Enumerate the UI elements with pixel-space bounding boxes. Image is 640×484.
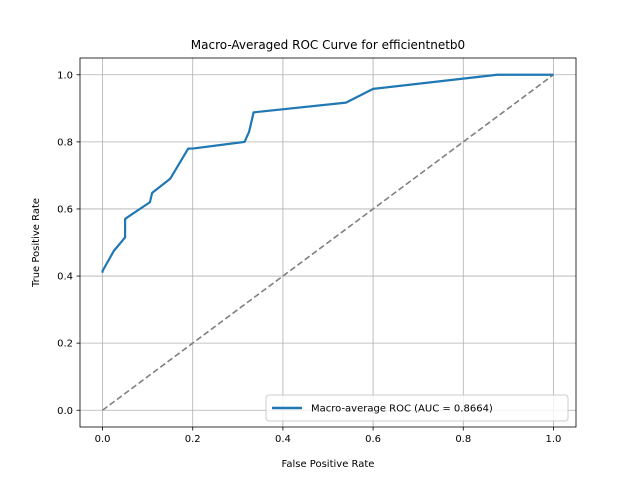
x-tick-label: 1.0 [546,434,562,445]
y-axis-label: True Positive Rate [31,198,42,288]
plot-frame [79,57,577,428]
y-tick-label: 0.0 [57,406,73,417]
chance-diagonal-line [102,74,554,411]
y-tick-label: 0.8 [57,137,73,148]
chart-title: Macro-Averaged ROC Curve for efficientne… [191,38,465,52]
x-tick-label: 0.2 [185,434,201,445]
ticks: 0.0 0.2 0.4 0.6 0.8 1.0 0.0 0.2 0.4 0.6 0.8 1.0 [57,70,561,445]
legend-box [265,394,569,422]
y-tick-label: 0.6 [57,205,73,216]
x-tick-label: 0.6 [365,434,381,445]
series-layer [101,73,554,411]
x-tick-label: 0.4 [275,434,291,445]
x-tick-label: 0.8 [455,434,471,445]
legend: Macro-average ROC (AUC = 0.8664) [265,394,569,422]
y-tick-label: 0.4 [57,272,73,283]
x-tick-label: 0.0 [95,434,111,445]
x-axis-label: False Positive Rate [282,459,375,470]
y-tick-label: 0.2 [57,339,73,350]
legend-label: Macro-average ROC (AUC = 0.8664) [311,404,493,415]
y-tick-label: 1.0 [57,70,73,81]
roc-curve-line [101,73,554,273]
